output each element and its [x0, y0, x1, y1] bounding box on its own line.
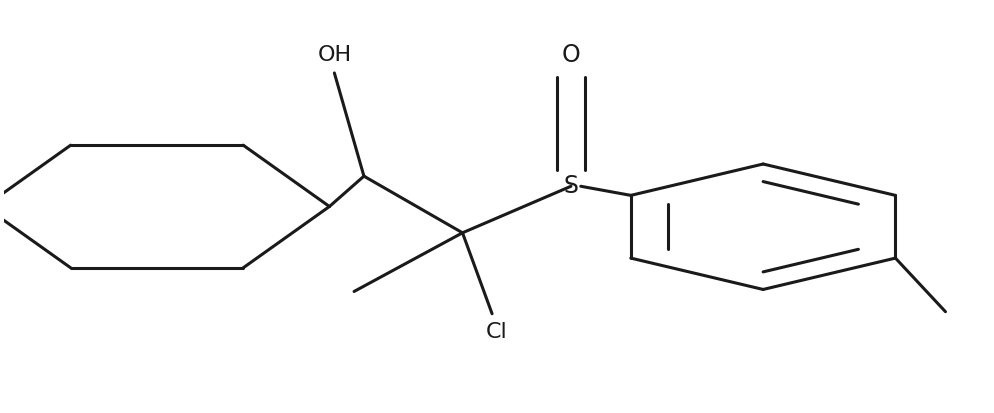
- Text: O: O: [562, 43, 580, 67]
- Text: OH: OH: [317, 45, 352, 65]
- Text: S: S: [564, 174, 579, 198]
- Text: Cl: Cl: [486, 322, 508, 342]
